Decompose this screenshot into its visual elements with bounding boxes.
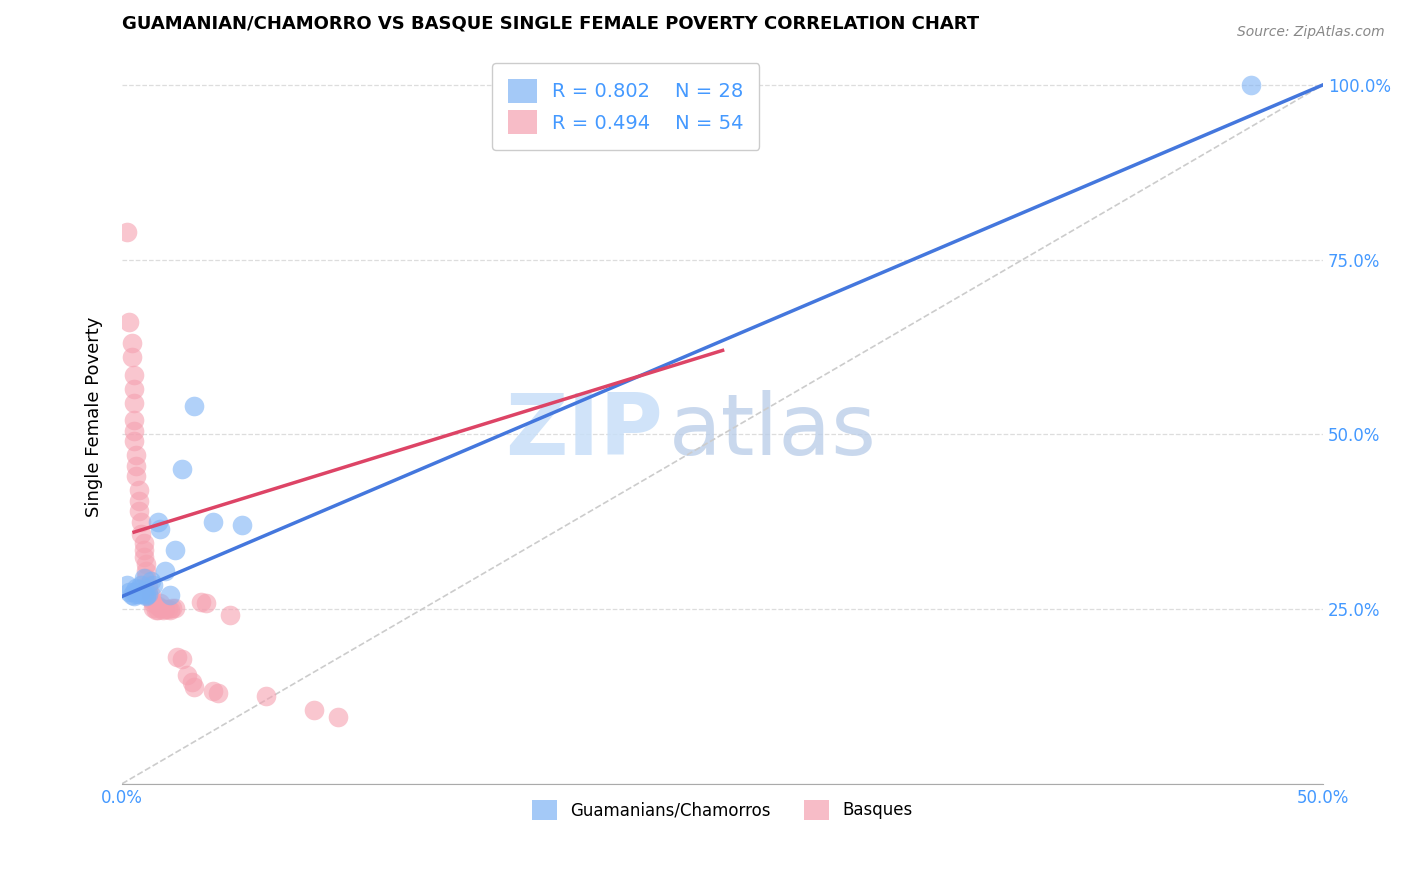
Point — [149, 596, 172, 610]
Point — [122, 382, 145, 396]
Point — [122, 424, 145, 438]
Point — [146, 599, 169, 613]
Point — [135, 557, 157, 571]
Point — [125, 469, 148, 483]
Point — [183, 399, 205, 413]
Point — [122, 434, 145, 449]
Point — [132, 570, 155, 584]
Point — [138, 582, 160, 597]
Point — [132, 535, 155, 549]
Point — [155, 602, 177, 616]
Point — [202, 684, 225, 698]
Point — [139, 591, 162, 606]
Point — [121, 588, 143, 602]
Point — [162, 600, 184, 615]
Point — [149, 600, 172, 615]
Point — [328, 710, 350, 724]
Point — [125, 586, 148, 600]
Point — [139, 588, 162, 602]
Legend: Guamanians/Chamorros, Basques: Guamanians/Chamorros, Basques — [526, 793, 920, 827]
Point — [254, 690, 277, 704]
Point — [128, 582, 150, 597]
Point — [145, 603, 167, 617]
Point — [132, 542, 155, 557]
Point — [172, 462, 194, 476]
Point — [121, 351, 143, 365]
Point — [231, 518, 253, 533]
Point — [125, 458, 148, 473]
Point — [122, 413, 145, 427]
Point — [146, 603, 169, 617]
Point — [207, 686, 229, 700]
Point — [159, 588, 181, 602]
Point — [183, 680, 205, 694]
Point — [122, 584, 145, 599]
Point — [163, 542, 186, 557]
Point — [219, 607, 242, 622]
Point — [142, 577, 165, 591]
Point — [172, 652, 194, 666]
Point — [135, 588, 157, 602]
Point — [138, 577, 160, 591]
Point — [129, 584, 152, 599]
Point — [132, 549, 155, 564]
Point — [142, 600, 165, 615]
Point — [155, 564, 177, 578]
Point — [302, 703, 325, 717]
Point — [122, 590, 145, 604]
Text: Source: ZipAtlas.com: Source: ZipAtlas.com — [1237, 25, 1385, 39]
Text: atlas: atlas — [668, 390, 876, 473]
Point — [159, 603, 181, 617]
Text: GUAMANIAN/CHAMORRO VS BASQUE SINGLE FEMALE POVERTY CORRELATION CHART: GUAMANIAN/CHAMORRO VS BASQUE SINGLE FEMA… — [122, 15, 979, 33]
Point — [163, 600, 186, 615]
Point — [176, 668, 198, 682]
Point — [135, 564, 157, 578]
Point — [139, 574, 162, 588]
Point — [129, 515, 152, 529]
Point — [128, 586, 150, 600]
Point — [142, 596, 165, 610]
Point — [125, 581, 148, 595]
Point — [152, 603, 174, 617]
Point — [118, 584, 141, 599]
Point — [156, 602, 179, 616]
Point — [118, 315, 141, 329]
Point — [129, 526, 152, 541]
Point — [146, 515, 169, 529]
Point — [135, 590, 157, 604]
Point — [180, 675, 202, 690]
Point — [138, 586, 160, 600]
Point — [121, 336, 143, 351]
Point — [115, 225, 138, 239]
Point — [202, 515, 225, 529]
Point — [122, 396, 145, 410]
Point — [115, 577, 138, 591]
Point — [128, 483, 150, 498]
Point — [166, 649, 188, 664]
Point — [132, 586, 155, 600]
Point — [128, 504, 150, 518]
Point — [190, 595, 212, 609]
Point — [122, 368, 145, 382]
Point — [1240, 78, 1263, 92]
Point — [128, 493, 150, 508]
Text: ZIP: ZIP — [505, 390, 662, 473]
Point — [149, 522, 172, 536]
Point — [135, 570, 157, 584]
Point — [195, 596, 218, 610]
Point — [125, 448, 148, 462]
Y-axis label: Single Female Poverty: Single Female Poverty — [86, 317, 103, 517]
Point — [129, 577, 152, 591]
